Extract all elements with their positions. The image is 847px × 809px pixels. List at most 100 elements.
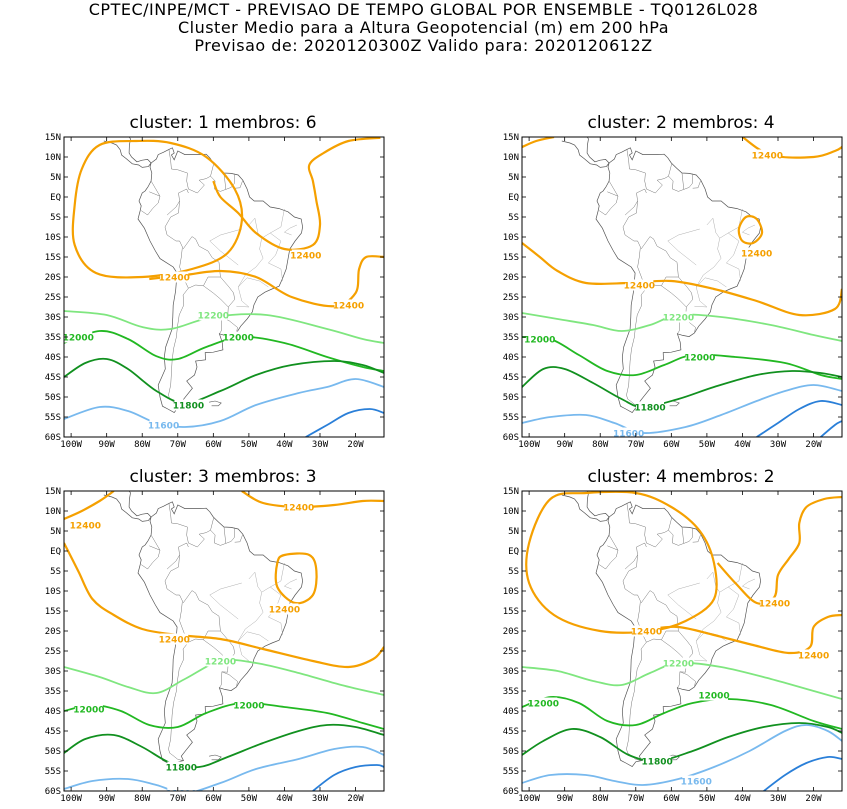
country-border (203, 276, 235, 308)
state-border (719, 208, 743, 239)
lat-tick-label: 5N (50, 173, 61, 183)
lat-tick-label: 40S (503, 353, 519, 363)
map-content: 12400 12400 12400 12200 12000 12000 11800 11600 (64, 137, 384, 437)
lon-tick-label: 40W (276, 440, 293, 450)
lat-tick-label: 55S (503, 767, 519, 777)
map-frame (521, 490, 843, 792)
country-border (626, 288, 647, 407)
country-border (622, 554, 641, 612)
country-border (640, 236, 679, 278)
lat-tick-label: 5N (50, 527, 61, 537)
country-border (661, 630, 693, 662)
country-border (234, 534, 244, 543)
lat-tick-label: 40S (45, 353, 61, 363)
contour-12400 (522, 137, 555, 149)
state-border (726, 232, 741, 282)
country-border (166, 188, 189, 216)
lon-tick-label: 20W (805, 794, 822, 804)
contour-label: 11600 (148, 421, 179, 431)
lat-tick-label: 10S (45, 233, 61, 243)
lon-tick-label: 60W (205, 794, 222, 804)
falkland-islands (209, 400, 222, 407)
contour-label: 12000 (698, 691, 729, 701)
contour-label: 11600 (613, 429, 644, 439)
contour-label-background (160, 633, 189, 645)
map-panel-cluster-2: 12400 12400 12400 12200 12000 12000 11800 11600… (503, 133, 843, 450)
contour-11400 (312, 764, 384, 791)
lat-tick-label: 55S (45, 413, 61, 423)
country-border (607, 534, 619, 551)
south-america-coastline (137, 501, 303, 768)
contour-label-background (167, 787, 196, 791)
lat-tick-label: 35S (503, 687, 519, 697)
lat-tick-label: 30S (45, 313, 61, 323)
central-america-coastline (103, 494, 152, 522)
country-border (164, 200, 183, 258)
south-america-coastline (595, 501, 761, 768)
central-america-coastline (103, 140, 152, 168)
lat-tick-label: 25S (45, 647, 61, 657)
lat-tick-label: 20S (45, 273, 61, 283)
contour-label-background (167, 761, 196, 773)
contour-11600 (522, 384, 842, 434)
panel-title-cluster-2: cluster: 2 membros: 4 (587, 113, 775, 133)
country-border (626, 149, 672, 194)
contour-label-background (614, 427, 643, 437)
contour-label: 12400 (752, 151, 783, 161)
state-border (268, 232, 283, 282)
country-border (210, 526, 227, 546)
lat-tick-label: 15N (503, 487, 519, 497)
lon-tick-label: 20W (347, 794, 364, 804)
lat-tick-label: 35S (45, 333, 61, 343)
lat-tick-label: EQ (508, 547, 519, 557)
state-border (238, 217, 264, 288)
contour-label: 12200 (663, 313, 694, 323)
country-border (221, 671, 238, 688)
country-border (599, 550, 619, 570)
lat-tick-label: 50S (503, 393, 519, 403)
lat-tick-label: 45S (45, 373, 61, 383)
map-content: 12400 12400 12400 12200 12000 12000 11800 11600 (522, 137, 842, 439)
contour-12400 (64, 491, 115, 521)
country-border (661, 276, 693, 308)
lat-tick-label: 55S (503, 413, 519, 423)
contour-11600 (64, 745, 384, 791)
country-border (626, 642, 647, 761)
lat-tick-label: 25S (503, 293, 519, 303)
contour-12400 (212, 137, 381, 251)
country-border (683, 173, 693, 190)
contour-label-background (636, 401, 664, 413)
contour-11800 (64, 723, 384, 769)
country-border (164, 554, 183, 612)
contour-12400 (149, 255, 384, 308)
country-border (637, 610, 679, 643)
lon-tick-label: 80W (134, 440, 151, 450)
contour-label: 12000 (684, 353, 715, 363)
contour-label: 12000 (73, 705, 104, 715)
lon-tick-label: 70W (628, 794, 645, 804)
lon-tick-label: 60W (663, 794, 680, 804)
central-america-coastline (128, 137, 152, 164)
state-border (261, 562, 285, 593)
lon-tick-label: 40W (276, 794, 293, 804)
contour-11600 (522, 724, 842, 786)
contour-label-background (753, 149, 782, 161)
state-border (209, 228, 242, 266)
contour-12400 (274, 552, 318, 605)
lat-tick-label: 15S (45, 607, 61, 617)
contour-11400 (820, 420, 842, 437)
lat-tick-label: 25S (45, 293, 61, 303)
map-frame (63, 490, 385, 792)
contour-label-background (174, 399, 203, 411)
lat-tick-label: 20S (45, 627, 61, 637)
lat-tick-label: EQ (508, 193, 519, 203)
contour-label-background (74, 703, 103, 715)
lon-tick-label: 100W (518, 440, 540, 450)
country-border (166, 542, 189, 570)
lat-tick-label: 30S (503, 667, 519, 677)
contour-label-background (206, 655, 235, 667)
country-border (168, 642, 189, 761)
central-america-coastline (128, 491, 152, 518)
lat-tick-label: 60S (45, 787, 61, 797)
lat-tick-label: 5N (508, 173, 519, 183)
